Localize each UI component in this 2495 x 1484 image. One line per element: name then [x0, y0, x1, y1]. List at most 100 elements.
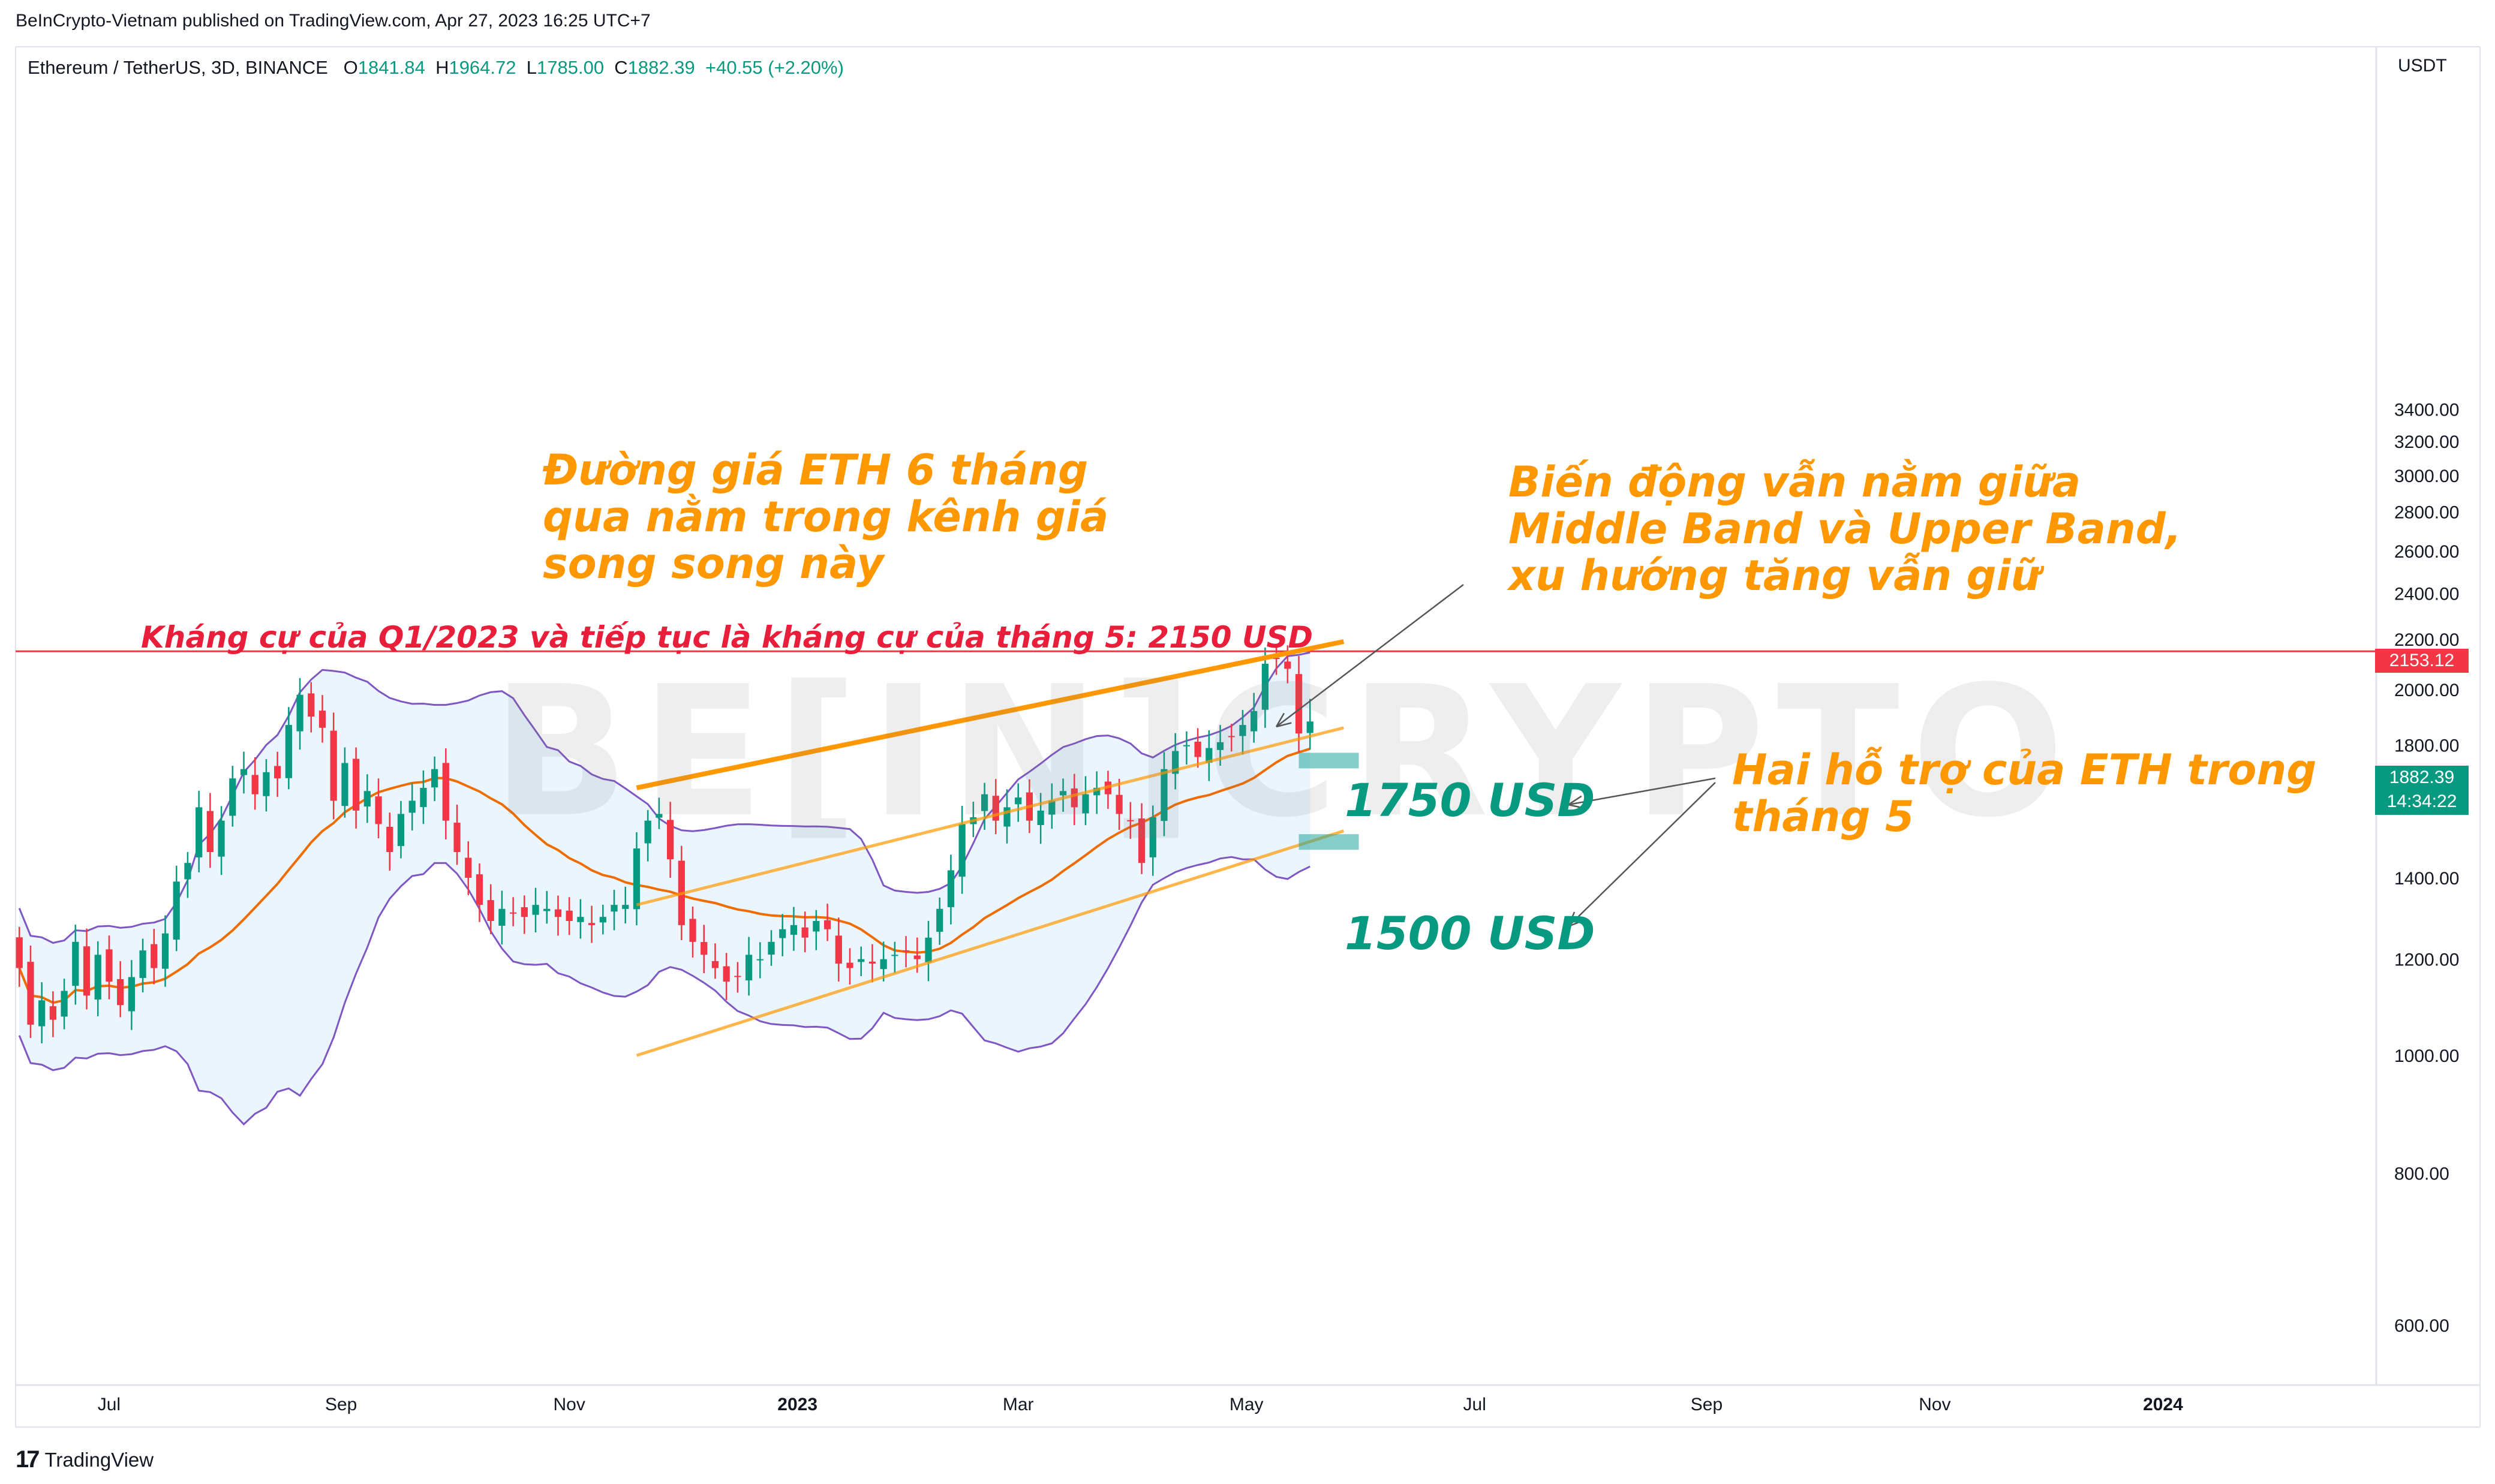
candle-body: [1250, 711, 1258, 732]
y-tick-label: 2600.00: [2394, 542, 2459, 562]
candle-body: [229, 778, 236, 816]
band-note: Biến động vẫn nằm giữa Middle Band và Up…: [1508, 459, 2181, 599]
band-note-line-3: xu hướng tăng vẫn giữ: [1508, 551, 2041, 600]
candle-body: [363, 791, 371, 807]
low-value: 1785.00: [537, 57, 605, 78]
lower-band-line: [18, 856, 1310, 1126]
candle-body: [577, 917, 584, 922]
candle-body: [16, 937, 23, 968]
candle-body: [644, 820, 651, 844]
middle-band-line: [18, 747, 1310, 1004]
candle-body: [510, 912, 517, 914]
last-price-tag: 1882.39 14:34:22: [2375, 766, 2469, 815]
open-label: O: [343, 57, 358, 78]
candle-body: [823, 920, 831, 929]
candle-body: [1127, 820, 1134, 821]
candle-body: [1183, 745, 1191, 746]
candle-body: [1239, 725, 1246, 736]
candle-body: [1228, 736, 1235, 738]
support-1-arrow-head: [1568, 795, 1584, 809]
candle-body: [992, 796, 999, 821]
candle-body: [813, 921, 820, 932]
y-tick-label: 2400.00: [2394, 584, 2459, 604]
candle-body: [318, 711, 326, 728]
candle-body: [588, 923, 596, 925]
x-tick-label: 2024: [2143, 1395, 2183, 1414]
tradingview-logo[interactable]: 17 TradingView: [16, 1446, 154, 1473]
candle-body: [27, 962, 34, 1025]
time-axis[interactable]: Jul Sep Nov 2023 Mar May Jul Sep Nov 2024: [98, 1395, 2183, 1414]
candle-body: [599, 917, 606, 923]
channel-upper-line: [636, 639, 1345, 790]
candle-body: [353, 758, 360, 811]
symbol-legend[interactable]: Ethereum / TetherUS, 3D, BINANCE O1841.8…: [28, 57, 844, 79]
candle-body: [1206, 748, 1213, 763]
support-note-line-1: Hai hỗ trợ của ETH trong: [1732, 745, 2317, 794]
y-tick-label: 1000.00: [2394, 1046, 2459, 1066]
candle-body: [161, 933, 169, 969]
x-tick-label: Nov: [554, 1395, 585, 1414]
candle-body: [880, 959, 887, 970]
candle-body: [801, 927, 808, 938]
candle-body: [1261, 663, 1269, 710]
candle-body: [240, 769, 248, 775]
candle-body: [498, 908, 506, 926]
candle-body: [330, 730, 337, 801]
x-tick-label: Jul: [98, 1395, 121, 1414]
price-axis[interactable]: 3400.00 3200.00 3000.00 2800.00 2600.00 2400.…: [2394, 401, 2459, 1336]
candle-body: [1138, 818, 1146, 863]
channel-middle-line: [636, 726, 1344, 907]
candle-body: [1172, 751, 1179, 774]
candle-body: [1003, 807, 1011, 827]
candle-body: [913, 955, 921, 959]
y-tick-label: 1400.00: [2394, 869, 2459, 889]
candle-body: [835, 935, 842, 964]
y-tick-label: 800.00: [2394, 1164, 2449, 1184]
candle-body: [711, 961, 719, 968]
support-note: Hai hỗ trợ của ETH trong tháng 5: [1732, 746, 2316, 840]
band-note-line-1: Biến động vẫn nằm giữa: [1508, 457, 2081, 507]
candle-body: [779, 929, 786, 938]
candle-body: [308, 693, 315, 717]
resistance-price-tag: 2153.12: [2375, 649, 2469, 673]
currency-label[interactable]: USDT: [2398, 56, 2447, 76]
candle-body: [38, 1000, 46, 1027]
candle-body: [431, 769, 438, 788]
tradingview-logo-icon: 17: [16, 1446, 40, 1473]
drawings: [16, 584, 2376, 1057]
y-tick-label: 3200.00: [2394, 432, 2459, 452]
y-tick-label: 3400.00: [2394, 401, 2459, 420]
support-1-arrow: [1568, 777, 1716, 806]
channel-note-line-3: song song này: [543, 539, 884, 588]
y-tick-label: 600.00: [2394, 1316, 2449, 1336]
candle-body: [487, 900, 494, 922]
candle-body: [476, 874, 483, 905]
candle-body: [1216, 742, 1224, 750]
close-label: C: [614, 57, 628, 78]
y-tick-label: 2800.00: [2394, 503, 2459, 523]
candle-body: [1093, 787, 1101, 796]
candle-body: [1284, 661, 1291, 669]
candle-body: [1059, 791, 1067, 796]
last-price-value: 1882.39: [2389, 767, 2455, 787]
close-value: 1882.39: [627, 57, 695, 78]
candle-body: [981, 794, 988, 811]
candle-body: [666, 820, 674, 860]
candle-body: [173, 881, 180, 940]
candle-body: [1048, 800, 1056, 815]
candle-body: [958, 824, 966, 877]
candle-body: [1082, 794, 1089, 814]
candle-body: [790, 925, 798, 935]
candle-body: [386, 826, 393, 852]
support-2-arrow-head: [1567, 911, 1583, 928]
candle-body: [341, 763, 348, 806]
support-zone-2: [1298, 834, 1359, 850]
x-tick-label: Mar: [1003, 1395, 1034, 1414]
bar-countdown: 14:34:22: [2386, 791, 2457, 811]
candle-body: [274, 766, 281, 779]
band-note-arrow: [1276, 584, 1464, 727]
x-tick-label: May: [1230, 1395, 1264, 1414]
candle-body: [1295, 674, 1303, 734]
channel-note-line-1: Đường giá ETH 6 tháng: [543, 445, 1089, 495]
